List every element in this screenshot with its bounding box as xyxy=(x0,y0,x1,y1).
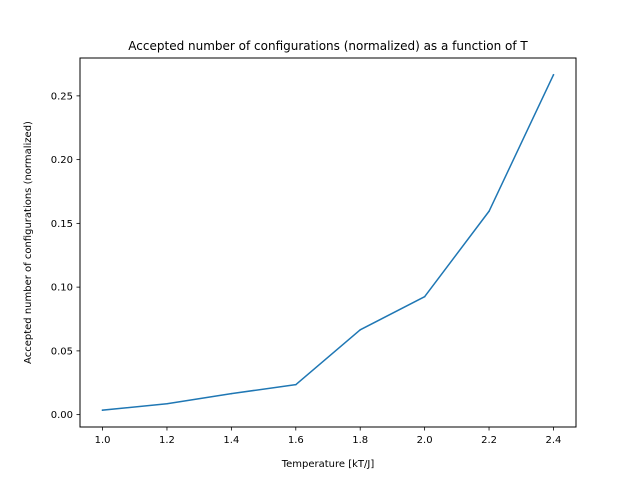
ticks-layer: 1.0 1.2 1.4 1.6 1.8 2.0 2.2 2.4 0.00 0.05 0.10 0.15… xyxy=(51,91,562,446)
data-point xyxy=(166,403,168,405)
x-tick-label: 1.2 xyxy=(159,435,175,446)
x-tick-label: 1.0 xyxy=(95,435,111,446)
x-axis-label: Temperature [kT/J] xyxy=(281,459,375,470)
x-tick-label: 1.8 xyxy=(352,435,368,446)
x-tick-label: 2.0 xyxy=(417,435,433,446)
y-tick-label: 0.15 xyxy=(51,219,73,230)
plot-layer xyxy=(101,73,555,411)
y-axis-label: Accepted number of configurations (norma… xyxy=(23,121,34,364)
y-tick-label: 0.10 xyxy=(51,283,73,294)
x-tick-label: 2.4 xyxy=(546,435,562,446)
x-tick-label: 2.2 xyxy=(481,435,497,446)
data-point xyxy=(423,295,426,298)
chart-title: Accepted number of configurations (norma… xyxy=(128,39,528,53)
y-tick-label: 0.25 xyxy=(51,91,73,102)
y-tick-label: 0.05 xyxy=(51,346,73,357)
data-point xyxy=(295,383,297,386)
data-point xyxy=(230,392,233,395)
y-tick-label: 0.00 xyxy=(51,410,73,421)
series-line xyxy=(101,73,555,411)
plot-frame xyxy=(79,57,577,428)
x-tick-label: 1.4 xyxy=(223,435,239,446)
y-tick-label: 0.20 xyxy=(51,155,73,166)
x-tick-label: 1.6 xyxy=(288,435,304,446)
data-point xyxy=(552,74,555,76)
data-point xyxy=(101,409,104,411)
data-point xyxy=(359,329,361,331)
data-point xyxy=(488,210,490,213)
